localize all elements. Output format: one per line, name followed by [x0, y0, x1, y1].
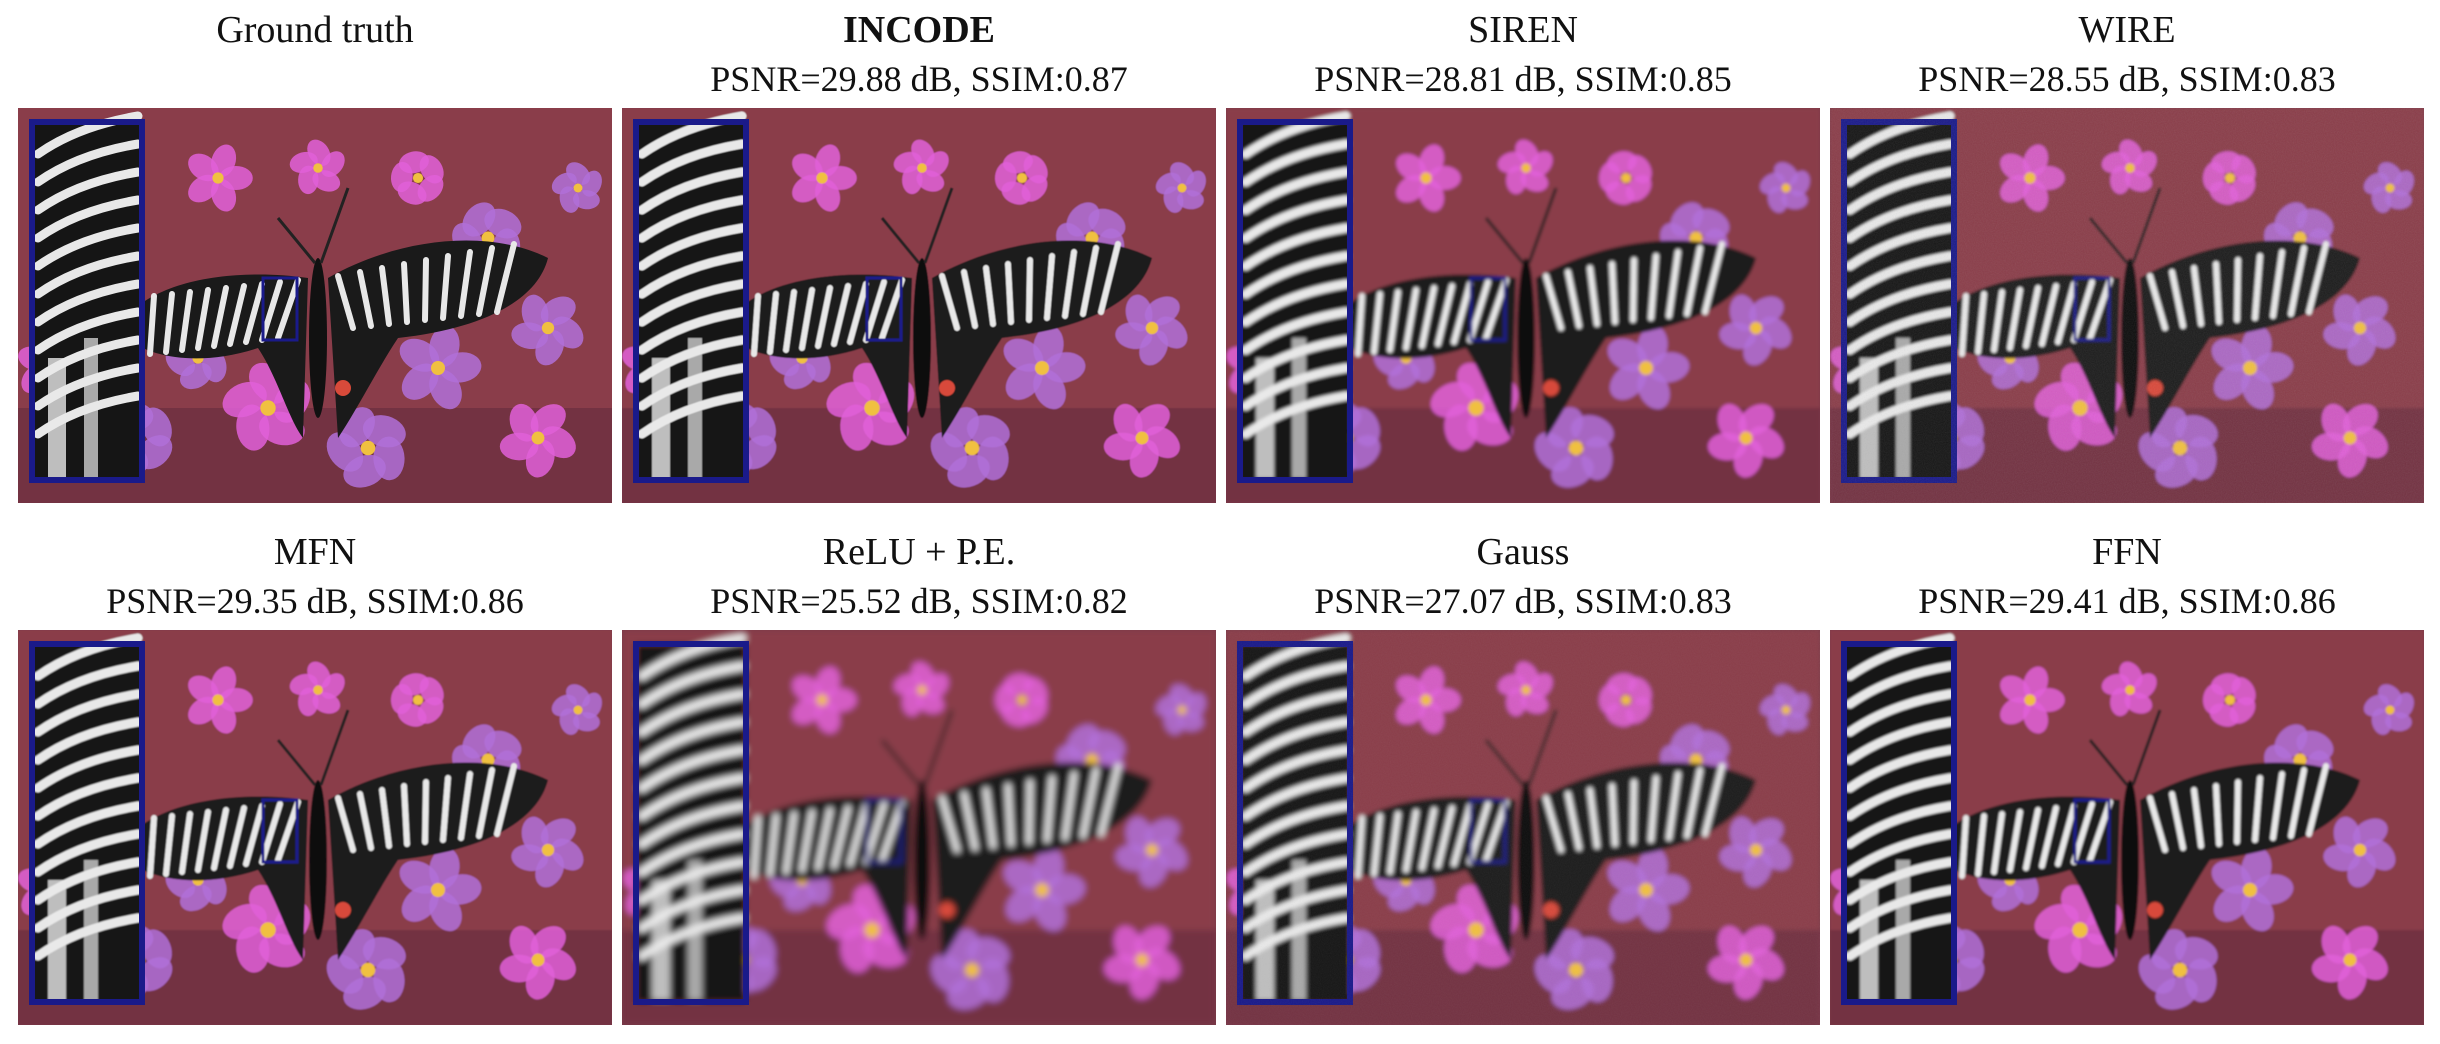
panel-metric: PSNR=29.41 dB, SSIM:0.86 — [1918, 581, 2336, 621]
panel-gauss: Gauss PSNR=27.07 dB, SSIM:0.83 — [1226, 522, 1820, 1032]
flower — [399, 325, 482, 410]
reconstruction-image — [18, 630, 612, 1025]
flower — [1707, 403, 1784, 478]
flower — [289, 139, 345, 195]
flower — [511, 294, 584, 366]
panel-title: Gauss — [1476, 531, 1570, 573]
panel-title: INCODE — [842, 9, 996, 51]
panel-title: Ground truth — [216, 9, 414, 51]
panel-title: ReLU + P.E. — [822, 531, 1016, 573]
panel-ground-truth: Ground truth — [18, 0, 612, 510]
flower — [2000, 666, 2065, 734]
butterfly — [118, 709, 548, 960]
panel-title: FFN — [2092, 531, 2162, 573]
flower — [551, 162, 602, 213]
flower — [1759, 162, 1810, 213]
reconstruction-image — [1830, 108, 2424, 503]
flower — [792, 144, 857, 212]
reconstruction-image — [1226, 630, 1820, 1025]
reconstruction-image — [622, 630, 1216, 1025]
flower — [1396, 144, 1461, 212]
flower — [2101, 661, 2157, 717]
reconstruction-image — [18, 108, 612, 503]
flower — [2363, 684, 2414, 735]
butterfly — [1930, 709, 2360, 960]
flower — [188, 144, 253, 212]
flower — [326, 407, 406, 488]
flower — [289, 661, 345, 717]
panel-mfn: MFN PSNR=29.35 dB, SSIM:0.86 — [18, 522, 612, 1032]
panel-metric: PSNR=29.88 dB, SSIM:0.87 — [710, 59, 1128, 99]
panel-ffn: FFN PSNR=29.41 dB, SSIM:0.86 — [1830, 522, 2424, 1032]
zoom-inset — [636, 111, 747, 480]
reconstruction-image — [1226, 108, 1820, 503]
butterfly — [722, 709, 1152, 960]
flower — [499, 403, 576, 478]
panel-metric: PSNR=27.07 dB, SSIM:0.83 — [1314, 581, 1732, 621]
flower — [1155, 162, 1206, 213]
flower — [2202, 673, 2256, 727]
flower — [1103, 925, 1180, 1000]
panel-siren: SIREN PSNR=28.81 dB, SSIM:0.85 — [1226, 0, 1820, 510]
panel-incode: INCODE PSNR=29.88 dB, SSIM:0.87 — [622, 0, 1216, 510]
panel-metric: PSNR=29.35 dB, SSIM:0.86 — [106, 581, 524, 621]
panel-wire: WIRE PSNR=28.55 dB, SSIM:0.83 — [1830, 0, 2424, 510]
flower — [1003, 847, 1086, 932]
flower — [1115, 294, 1188, 366]
zoom-inset — [32, 111, 143, 480]
flower — [1598, 151, 1652, 205]
panel-title: WIRE — [2078, 9, 2176, 51]
flower — [994, 673, 1048, 727]
flower — [994, 151, 1048, 205]
zoom-inset — [636, 633, 747, 1002]
flower — [390, 151, 444, 205]
flower — [893, 661, 949, 717]
reconstruction-image — [622, 108, 1216, 503]
flower — [390, 673, 444, 727]
flower — [499, 925, 576, 1000]
flower — [551, 684, 602, 735]
flower — [1115, 816, 1188, 888]
butterfly — [1326, 187, 1756, 438]
zoom-inset — [1240, 111, 1351, 480]
flower — [2211, 847, 2294, 932]
flower — [326, 929, 406, 1010]
flower — [2323, 816, 2396, 888]
flower — [1607, 325, 1690, 410]
flower — [1003, 325, 1086, 410]
flower — [1719, 294, 1792, 366]
flower — [1497, 139, 1553, 195]
panel-metric: PSNR=25.52 dB, SSIM:0.82 — [710, 581, 1128, 621]
flower — [1155, 684, 1206, 735]
flower — [2138, 929, 2218, 1010]
zoom-inset — [32, 633, 143, 1002]
zoom-inset — [1844, 633, 1955, 1002]
flower — [792, 666, 857, 734]
flower — [893, 139, 949, 195]
flower — [399, 847, 482, 932]
panel-relu-p-e: ReLU + P.E. PSNR=25.52 dB, SSIM:0.82 — [622, 522, 1216, 1032]
flower — [1103, 403, 1180, 478]
reconstruction-image — [1830, 630, 2424, 1025]
butterfly — [722, 187, 1152, 438]
flower — [930, 407, 1010, 488]
panel-metric: PSNR=28.81 dB, SSIM:0.85 — [1314, 59, 1732, 99]
panel-title: MFN — [273, 531, 357, 573]
flower — [930, 929, 1010, 1010]
flower — [511, 816, 584, 888]
flower — [188, 666, 253, 734]
panel-title: SIREN — [1468, 9, 1578, 51]
panel-metric: PSNR=28.55 dB, SSIM:0.83 — [1918, 59, 2336, 99]
butterfly — [118, 187, 548, 438]
flower — [2311, 925, 2388, 1000]
